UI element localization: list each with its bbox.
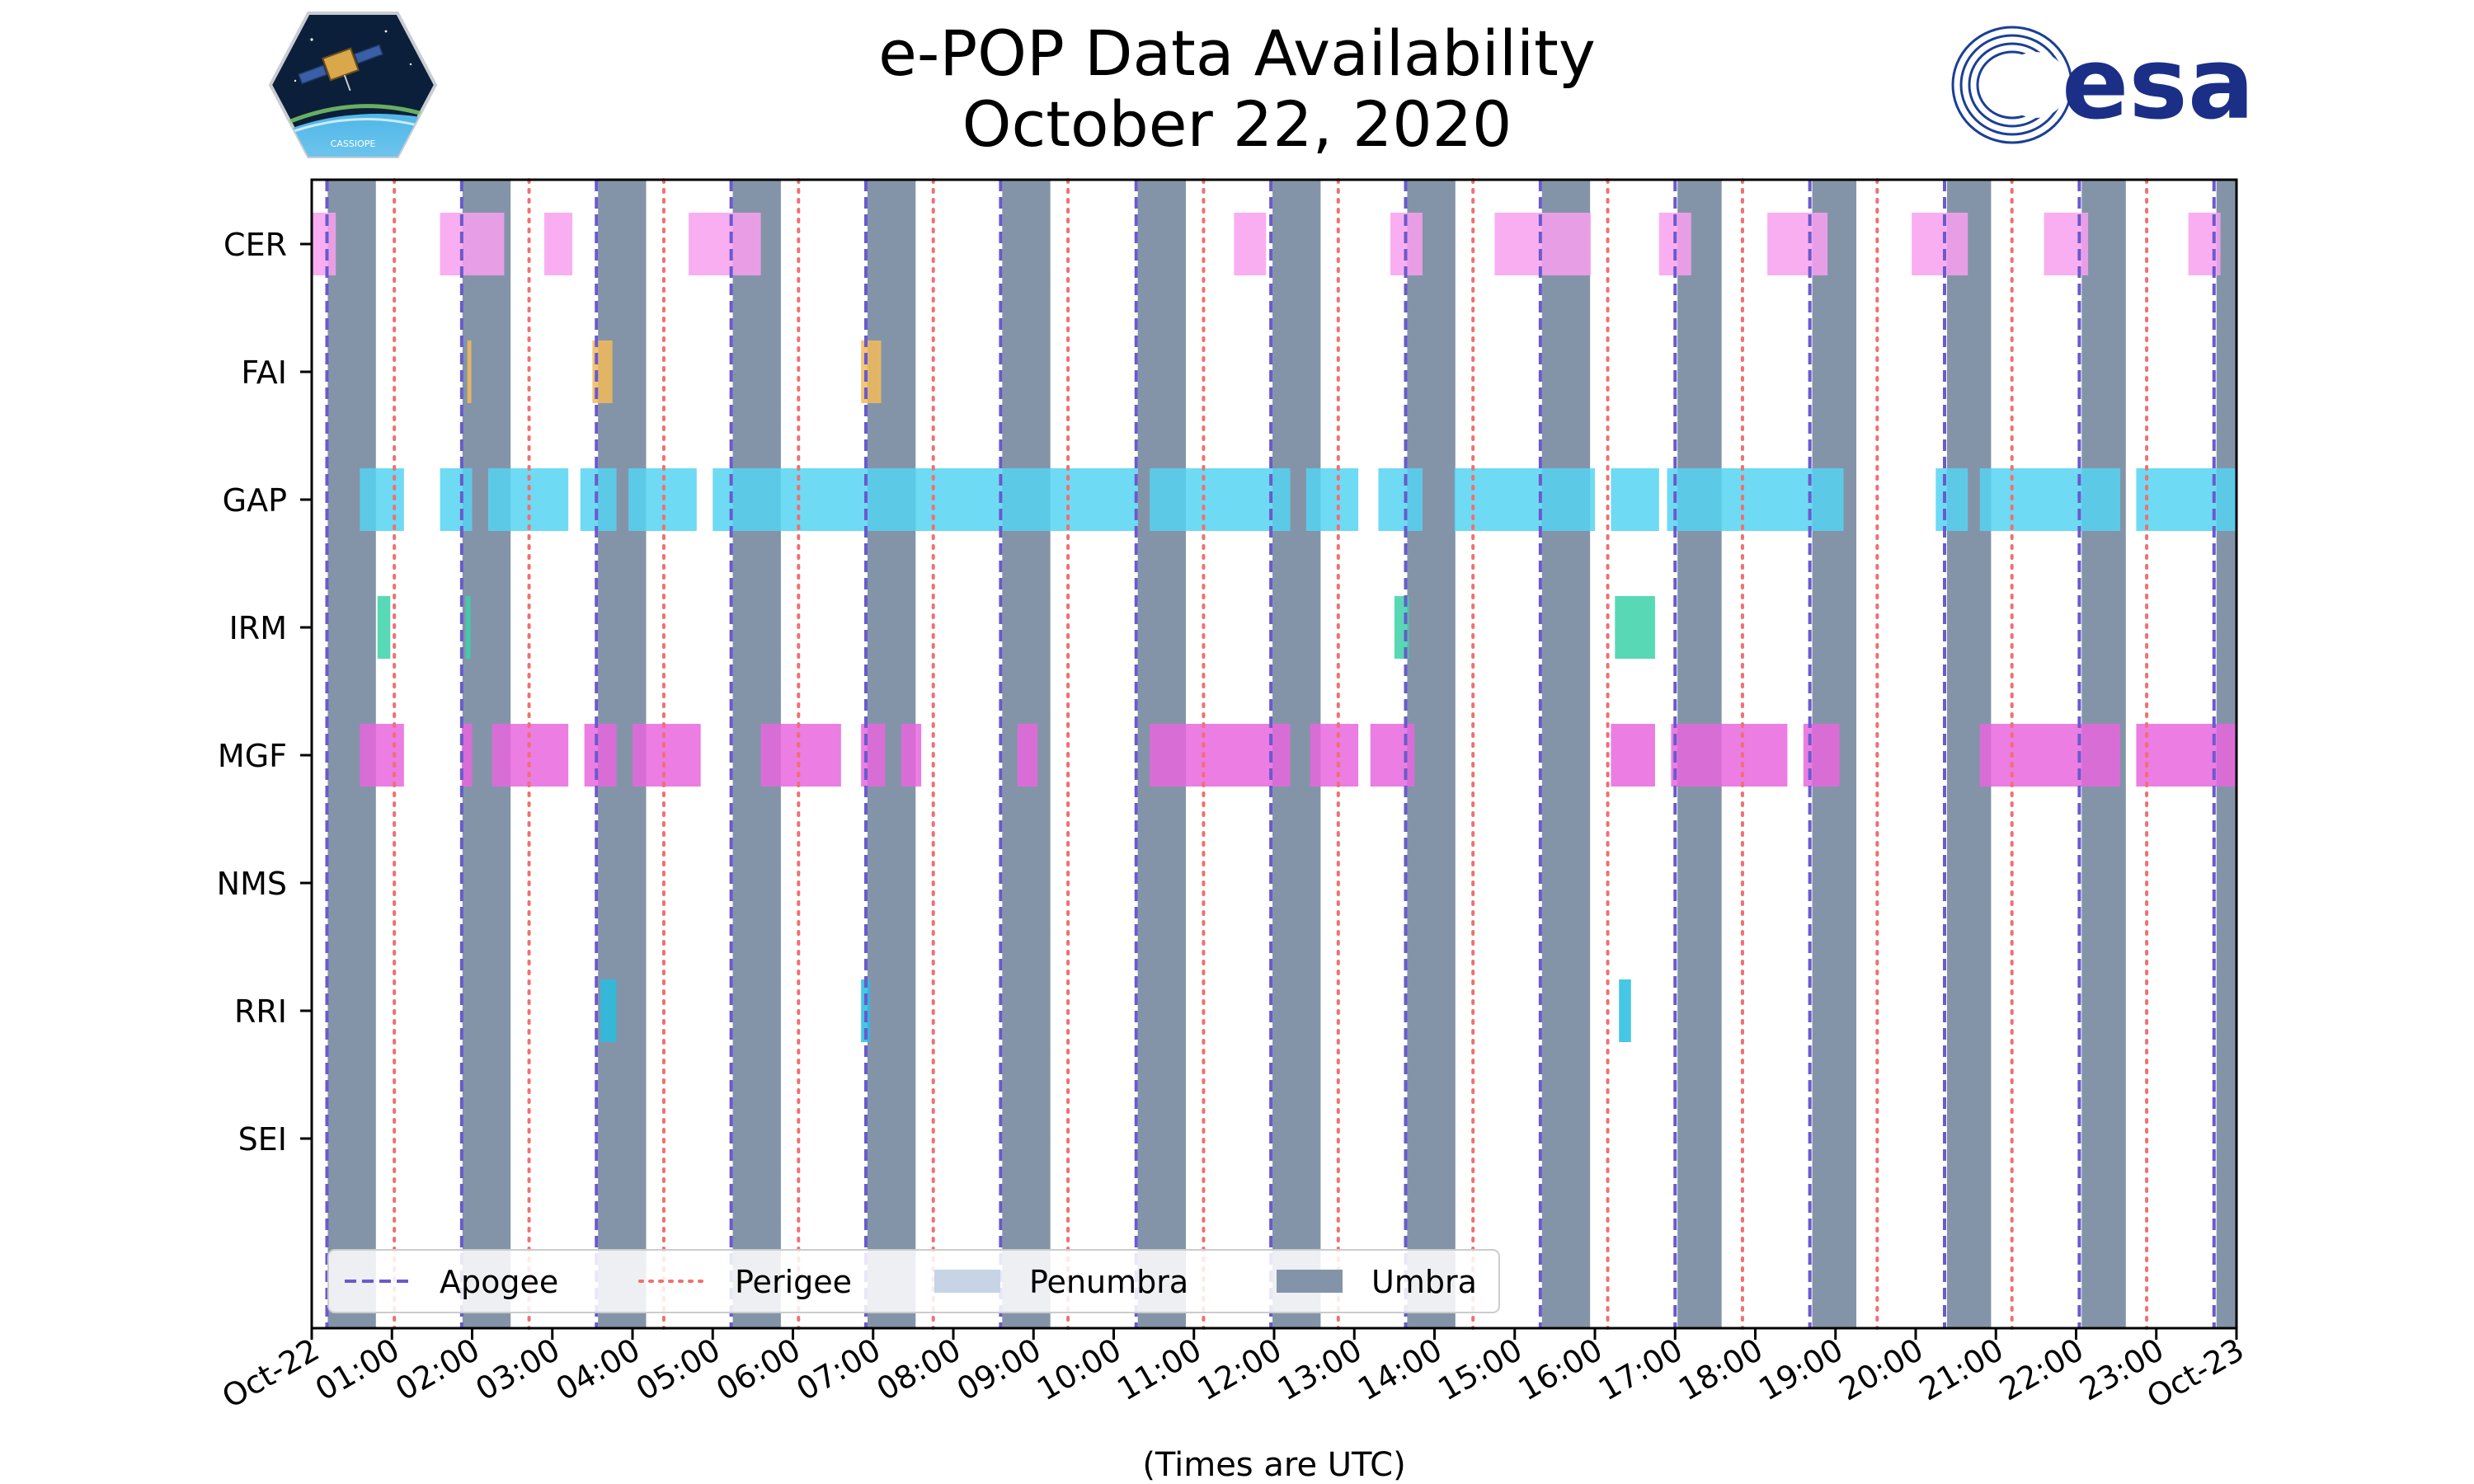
- bar-gap: [440, 468, 473, 531]
- x-tick-label: 20:00: [1833, 1331, 1930, 1408]
- x-tick-label: 05:00: [630, 1331, 727, 1408]
- bar-mgf: [1979, 724, 2120, 787]
- bar-gap: [1979, 468, 2120, 531]
- bar-mgf: [461, 724, 473, 787]
- y-tick-label: MGF: [218, 738, 287, 774]
- legend-label: Penumbra: [1029, 1264, 1188, 1300]
- bar-gap: [1150, 468, 1291, 531]
- bar-cer: [440, 213, 505, 275]
- legend-label: Umbra: [1371, 1264, 1477, 1300]
- y-tick-label: NMS: [217, 866, 287, 902]
- orbit-markers: [325, 178, 2216, 1330]
- legend-label: Perigee: [735, 1264, 852, 1300]
- x-tick-label: 04:00: [550, 1331, 647, 1408]
- bar-mgf: [1310, 724, 1359, 787]
- x-tick-label: 12:00: [1192, 1331, 1288, 1408]
- bar-mgf: [1370, 724, 1415, 787]
- cassiope-logo-text: CASSIOPE: [331, 139, 376, 149]
- x-tick-label: 18:00: [1672, 1331, 1769, 1408]
- x-tick-label: 10:00: [1031, 1331, 1127, 1408]
- y-tick-label: FAI: [241, 355, 287, 391]
- x-tick-label: 17:00: [1592, 1331, 1689, 1408]
- x-tick-label: 02:00: [389, 1331, 486, 1408]
- chart-title: e-POP Data Availability October 22, 2020: [0, 18, 2474, 160]
- bar-irm: [1394, 596, 1409, 659]
- bar-mgf: [901, 724, 922, 787]
- y-axis: CER FAI GAP IRM MGF NMS RRI SEI: [217, 227, 312, 1158]
- x-tick-label: 07:00: [790, 1331, 887, 1408]
- x-tick-label: 06:00: [710, 1331, 807, 1408]
- bar-fai: [467, 340, 472, 403]
- bar-mgf: [1150, 724, 1291, 787]
- y-tick-label: CER: [223, 227, 287, 263]
- bar-gap: [1667, 468, 1844, 531]
- x-tick-label: 15:00: [1432, 1331, 1528, 1408]
- bar-irm: [377, 596, 391, 659]
- x-tick-label: 14:00: [1352, 1331, 1448, 1408]
- bar-cer: [1912, 213, 1968, 275]
- bar-gap: [1454, 468, 1595, 531]
- bar-gap: [2136, 468, 2236, 531]
- x-tick-label: 08:00: [871, 1331, 967, 1408]
- bar-cer: [312, 213, 336, 275]
- x-axis: Oct-2201:0002:0003:0004:0005:0006:0007:0…: [216, 1328, 2251, 1416]
- x-tick-label: Oct-22: [216, 1331, 326, 1416]
- bar-cer: [2044, 213, 2089, 275]
- chart-title-line-2: October 22, 2020: [962, 87, 1512, 161]
- legend-label: Apogee: [440, 1264, 558, 1300]
- bar-fai: [861, 340, 882, 403]
- legend-swatch-umbra: [1277, 1270, 1343, 1293]
- bar-cer: [1494, 213, 1592, 275]
- bar-cer: [1767, 213, 1828, 275]
- legend: Apogee Perigee Penumbra Umbra: [327, 1249, 1500, 1313]
- bar-mgf: [1611, 724, 1655, 787]
- y-tick-label: GAP: [223, 482, 287, 519]
- bar-mgf: [360, 724, 404, 787]
- cassiope-logo: CASSIOPE: [268, 12, 438, 158]
- bar-rri: [600, 979, 617, 1042]
- bar-gap: [1305, 468, 1359, 531]
- bar-irm: [465, 596, 471, 659]
- bar-cer: [1234, 213, 1267, 275]
- bar-cer: [544, 213, 573, 275]
- bar-mgf: [760, 724, 841, 787]
- bar-gap: [1378, 468, 1423, 531]
- bar-cer: [689, 213, 761, 275]
- bar-mgf: [1671, 724, 1788, 787]
- x-tick-label: 01:00: [309, 1331, 406, 1408]
- x-tick-label: 22:00: [1993, 1331, 2090, 1408]
- umbra-band: [1407, 180, 1456, 1328]
- bar-mgf: [1017, 724, 1038, 787]
- bar-irm: [1615, 596, 1655, 659]
- x-tick-label: 11:00: [1111, 1331, 1207, 1408]
- bar-mgf: [584, 724, 617, 787]
- esa-logo-text: esa: [2062, 27, 2255, 142]
- x-tick-label: 19:00: [1752, 1331, 1849, 1408]
- x-tick-label: 13:00: [1272, 1331, 1368, 1408]
- bar-rri: [1619, 979, 1631, 1042]
- bar-gap: [580, 468, 617, 531]
- esa-logo: esa: [1951, 26, 2255, 144]
- chart-title-line-1: e-POP Data Availability: [878, 16, 1596, 90]
- umbra-band: [1541, 180, 1591, 1328]
- y-tick-label: SEI: [238, 1121, 287, 1158]
- x-tick-label: 09:00: [951, 1331, 1047, 1408]
- y-tick-label: IRM: [229, 610, 287, 646]
- y-tick-label: RRI: [234, 993, 287, 1030]
- bar-gap: [1935, 468, 1968, 531]
- bar-gap: [1611, 468, 1659, 531]
- legend-box: [327, 1249, 1500, 1313]
- bar-gap: [360, 468, 404, 531]
- bar-mgf: [2136, 724, 2236, 787]
- x-tick-label: 21:00: [1913, 1331, 2010, 1408]
- legend-swatch-penumbra: [934, 1270, 1000, 1293]
- x-tick-label: 16:00: [1512, 1331, 1609, 1408]
- x-axis-label: (Times are UTC): [1142, 1446, 1405, 1484]
- bar-gap: [713, 468, 1138, 531]
- bar-mgf: [633, 724, 701, 787]
- x-tick-label: 03:00: [469, 1331, 566, 1408]
